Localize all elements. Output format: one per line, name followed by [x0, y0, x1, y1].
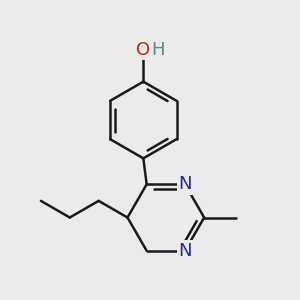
Text: N: N: [178, 175, 192, 193]
Text: O: O: [136, 41, 150, 59]
Text: H: H: [152, 41, 165, 59]
Text: N: N: [178, 242, 192, 260]
